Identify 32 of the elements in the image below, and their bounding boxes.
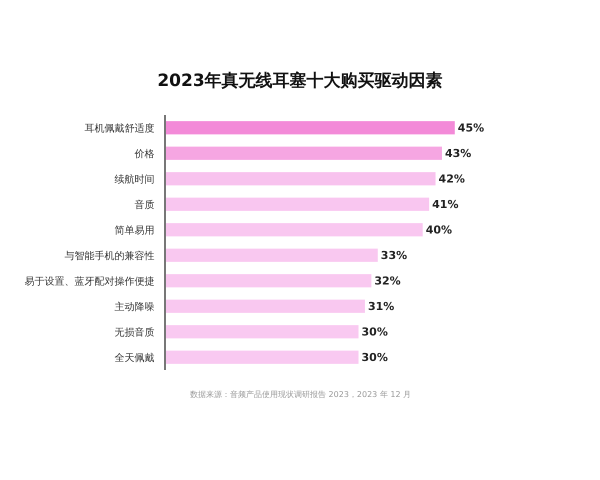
y-tick-label: 音质 bbox=[134, 198, 154, 211]
bar bbox=[166, 350, 359, 364]
bar bbox=[166, 223, 423, 236]
bar bbox=[166, 300, 365, 313]
data-label: 30% bbox=[362, 350, 388, 364]
data-label: 31% bbox=[368, 300, 394, 313]
data-label: 41% bbox=[432, 198, 458, 211]
y-tick-label: 易于设置、蓝牙配对操作便捷 bbox=[24, 275, 154, 288]
data-label: 32% bbox=[374, 274, 401, 288]
chart-title: 2023年真无线耳塞十大购买驱动因素 bbox=[157, 70, 443, 91]
bar bbox=[166, 198, 430, 211]
data-label: 30% bbox=[362, 325, 388, 338]
y-tick-label: 主动降噪 bbox=[114, 300, 154, 313]
data-label: 45% bbox=[458, 121, 484, 134]
bar bbox=[166, 146, 442, 160]
y-tick-label: 简单易用 bbox=[114, 224, 154, 236]
bar bbox=[166, 325, 359, 338]
y-tick-label: 与智能手机的兼容性 bbox=[64, 250, 154, 262]
data-label: 43% bbox=[444, 146, 472, 160]
bar bbox=[166, 121, 455, 134]
y-tick-label: 无损音质 bbox=[114, 326, 154, 338]
bar bbox=[166, 274, 372, 288]
source-note: 数据来源：音频产品使用现状调研报告 2023，2023 年 12 月 bbox=[190, 390, 412, 399]
bar bbox=[166, 248, 378, 262]
y-tick-label: 价格 bbox=[133, 148, 154, 160]
y-tick-label: 全天佩戴 bbox=[114, 352, 154, 364]
data-label: 40% bbox=[426, 223, 452, 236]
bar bbox=[166, 172, 436, 186]
data-label: 33% bbox=[380, 248, 408, 262]
y-tick-label: 耳机佩戴舒适度 bbox=[84, 122, 154, 134]
y-tick-label: 续航时间 bbox=[114, 173, 154, 186]
data-label: 42% bbox=[438, 172, 465, 186]
